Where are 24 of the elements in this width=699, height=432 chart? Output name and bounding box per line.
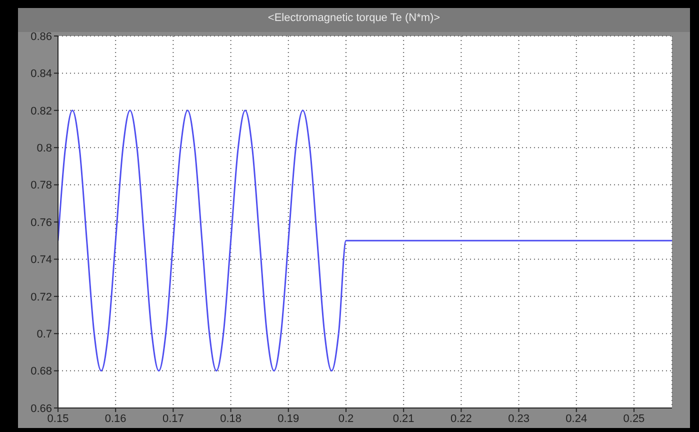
x-tick-label: 0.25 (623, 412, 645, 425)
y-tick-label: 0.82 (30, 105, 52, 118)
y-tick-label: 0.74 (30, 254, 52, 266)
y-tick-label: 0.84 (30, 68, 52, 80)
x-tick-label: 0.16 (104, 412, 126, 425)
y-tick-label: 0.68 (30, 366, 52, 378)
x-tick-label: 0.22 (450, 412, 472, 425)
y-tick-label: 0.66 (30, 402, 52, 415)
y-tick-label: 0.8 (36, 142, 52, 155)
x-tick-label: 0.18 (220, 412, 242, 425)
y-tick-label: 0.86 (30, 30, 52, 43)
x-tick-label: 0.21 (392, 412, 414, 425)
x-tick-label: 0.19 (278, 412, 300, 425)
chart-title: <Electromagnetic torque Te (N*m)> (266, 12, 442, 24)
y-tick-label: 0.7 (36, 328, 52, 341)
x-tick-label: 0.17 (162, 412, 184, 425)
y-tick-label: 0.72 (30, 291, 52, 304)
x-tick-label: 0.2 (338, 412, 354, 425)
y-tick-label: 0.78 (30, 180, 52, 192)
y-tick-label: 0.76 (30, 216, 52, 229)
x-tick-label: 0.24 (566, 412, 588, 425)
x-tick-label: 0.23 (508, 412, 530, 425)
line-series (58, 110, 672, 372)
x-tick-label: 0.15 (47, 412, 69, 425)
